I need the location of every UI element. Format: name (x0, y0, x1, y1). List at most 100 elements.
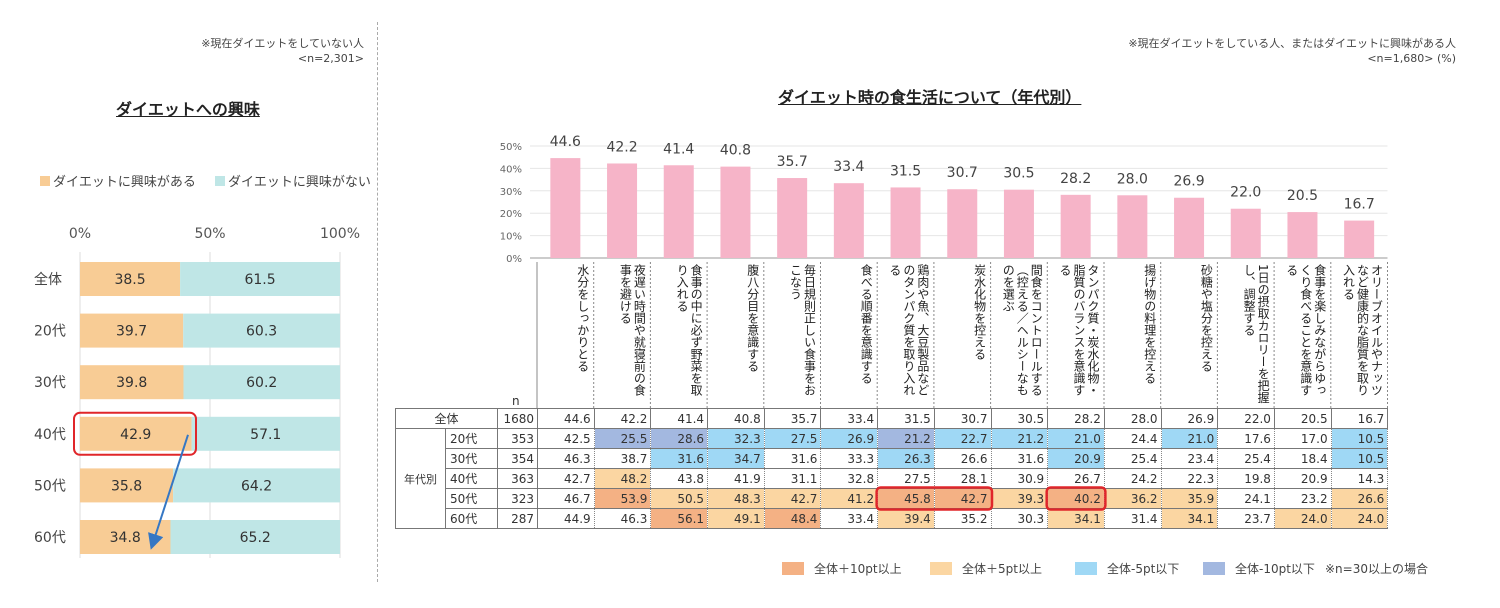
value-cell: 18.4 (1273, 448, 1332, 469)
right-title: ダイエット時の食生活について（年代別） (778, 88, 1082, 107)
value-cell: 24.0 (1330, 508, 1389, 529)
bar-value-label: 16.7 (1344, 197, 1375, 213)
value-cell: 27.5 (763, 428, 822, 449)
value-cell: 41.2 (820, 488, 879, 509)
bar (1174, 197, 1205, 258)
value-cell: 28.6 (650, 428, 709, 449)
value-cell: 36.2 (1103, 488, 1162, 509)
value-cell: 35.9 (1160, 488, 1219, 509)
category-header: 揚げ物の料理を控える (1142, 264, 1157, 384)
value-cell: 40.2 (1047, 488, 1105, 509)
value-cell: 31.4 (1103, 508, 1162, 529)
bar-interested (80, 365, 184, 400)
legend-label-0: ダイエットに興味がある (53, 175, 196, 190)
value-cell: 42.7 (933, 488, 992, 509)
y-tick-label: 30% (500, 187, 522, 198)
category-header: 夜遅い時間や就寝前の食事を避ける (618, 264, 647, 396)
bar (1060, 194, 1091, 258)
value-cell: 23.4 (1160, 448, 1219, 469)
row-label: 50代 (34, 478, 66, 494)
bar-interested (80, 262, 181, 296)
value-cell: 19.8 (1217, 468, 1275, 489)
left-title: ダイエットへの興味 (116, 100, 260, 119)
value-label-not: 60.3 (246, 324, 277, 340)
value-cell: 33.4 (820, 508, 879, 529)
bar-not-interested (180, 262, 340, 296)
bar-value-label: 44.6 (550, 134, 581, 150)
value-cell: 26.3 (877, 448, 935, 469)
bar-interested (80, 313, 184, 348)
axis-tick-label: 50% (194, 226, 225, 242)
value-cell: 35.7 (763, 408, 822, 429)
bar-interested (80, 416, 192, 451)
legend-item: 全体＋5pt以上 (930, 560, 1042, 577)
row-label: 40代 (34, 427, 66, 443)
value-cell: 31.5 (877, 408, 935, 429)
bar-value-label: 28.0 (1117, 171, 1148, 187)
category-header: 毎日規則正しい食事をおこなう (788, 264, 817, 396)
value-cell: 20.9 (1047, 448, 1105, 469)
value-label-interested: 42.9 (120, 427, 151, 443)
value-cell: 21.2 (877, 428, 935, 449)
value-label-not: 64.2 (241, 478, 272, 494)
value-cell: 34.7 (707, 448, 765, 469)
value-cell: 49.1 (707, 508, 765, 529)
value-label-not: 60.2 (246, 375, 277, 391)
value-cell: 44.6 (537, 408, 595, 429)
category-header: 水分をしっかりとる (575, 264, 590, 372)
value-label-not: 61.5 (244, 272, 275, 288)
row-label: 50代 (445, 488, 498, 509)
table-row: 40代 363 42.7 48.2 43.8 41.9 31.1 32.8 27.5 28.1 30… (396, 468, 1389, 489)
value-label-interested: 38.5 (114, 272, 145, 288)
y-tick-label: 10% (500, 232, 522, 243)
bar-value-label: 26.9 (1173, 174, 1204, 190)
legend-swatch-0 (40, 176, 50, 186)
value-cell: 41.4 (650, 408, 709, 429)
value-cell: 23.2 (1273, 488, 1332, 509)
value-cell: 22.3 (1160, 468, 1219, 489)
bar-not-interested (170, 520, 340, 554)
value-cell: 34.1 (1160, 508, 1219, 529)
bar (890, 187, 921, 258)
trend-arrow (148, 434, 189, 550)
value-cell: 25.5 (593, 428, 652, 449)
highlight-box-40s (73, 411, 197, 456)
legend-label: 全体＋5pt以上 (962, 562, 1042, 576)
y-tick-label: 40% (500, 164, 522, 175)
value-cell: 34.1 (1047, 508, 1105, 529)
value-cell: 28.0 (1103, 408, 1162, 429)
value-cell: 16.7 (1330, 408, 1389, 429)
footnote: ※n=30以上の場合 (1325, 562, 1428, 576)
bar-value-label: 33.4 (833, 159, 864, 175)
row-label: 20代 (445, 428, 498, 449)
value-cell: 48.3 (707, 488, 765, 509)
table-row: 50代 323 46.7 53.9 50.5 48.3 42.7 41.2 45.8 42.7 39… (396, 488, 1389, 509)
value-cell: 24.4 (1103, 428, 1162, 449)
table-row: 30代 354 46.3 38.7 31.6 34.7 31.6 33.3 26.3 26.6 31… (396, 448, 1389, 469)
category-header: 食事を楽しみながらゆっくり食べることを意識する (1284, 264, 1327, 396)
value-cell: 23.7 (1217, 508, 1275, 529)
bar-value-label: 30.7 (947, 165, 978, 181)
value-label-not: 57.1 (250, 427, 281, 443)
bar-value-label: 42.2 (606, 139, 637, 155)
right-note-line1: ※現在ダイエットをしている人、またはダイエットに興味がある人 (1128, 37, 1456, 50)
row-label: 30代 (445, 448, 498, 469)
data-table: 全体 1680 44.6 42.2 41.4 40.8 35.7 33.4 31.5 30.7 30… (395, 408, 1389, 529)
value-cell: 45.8 (877, 488, 935, 509)
value-cell: 41.9 (707, 468, 765, 489)
value-cell: 31.6 (990, 448, 1049, 469)
value-cell: 32.8 (820, 468, 879, 489)
value-cell: 26.7 (1047, 468, 1105, 489)
value-cell: 26.6 (1330, 488, 1389, 509)
bar (1230, 208, 1261, 258)
bar-value-label: 22.0 (1230, 185, 1261, 201)
value-cell: 40.8 (707, 408, 765, 429)
value-cell: 14.3 (1330, 468, 1389, 489)
legend-label: 全体-5pt以下 (1107, 562, 1180, 576)
value-cell: 35.2 (933, 508, 992, 529)
category-header: 間食をコントロールする（控える／ヘルシーなものを選ぶ (1001, 264, 1044, 396)
legend-label-1: ダイエットに興味がない (228, 175, 371, 190)
value-cell: 10.5 (1330, 428, 1389, 449)
legend-item: 全体-10pt以下 (1203, 560, 1315, 577)
